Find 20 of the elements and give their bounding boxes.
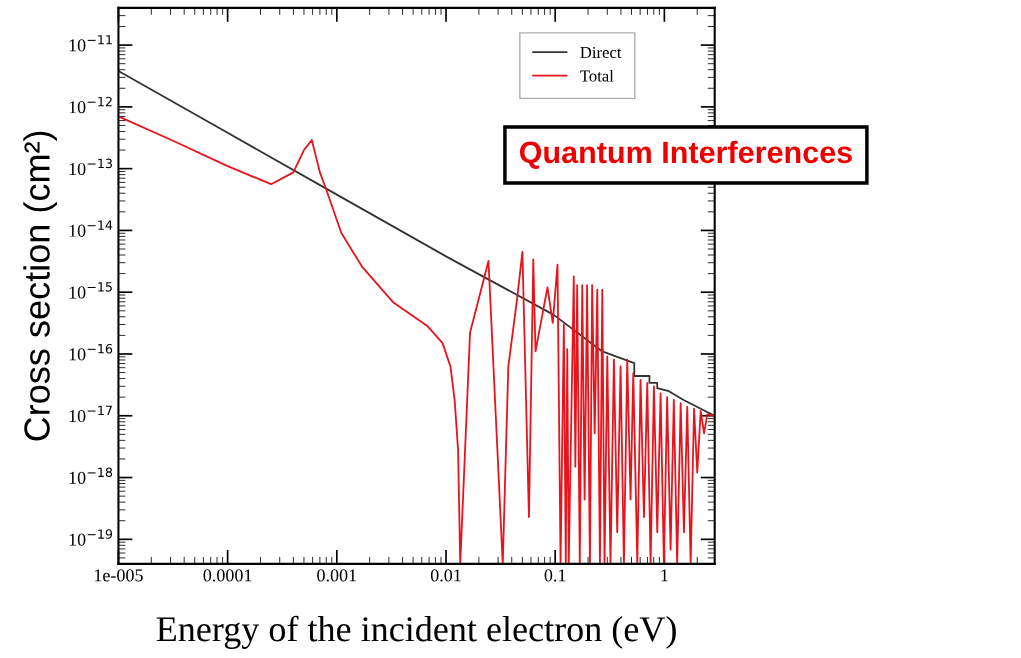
y-tick-label: 10$^{−16}$ (69, 343, 113, 361)
y-tick-label: 10$^{−13}$ (69, 158, 112, 176)
y-tick-label: 10$^{−17}$ (69, 405, 112, 423)
x-tick-label: 0.001 (317, 569, 357, 582)
x-tick-label: 1e-005 (94, 569, 143, 582)
y-tick-label: 10$^{−11}$ (69, 35, 112, 52)
x-tick-label: 0.1 (544, 569, 566, 582)
x-tick-label: 1 (661, 569, 668, 582)
x-tick-label: 0.0001 (203, 569, 252, 582)
y-tick-label: 10$^{−18}$ (69, 467, 113, 484)
legend-label: Direct (580, 46, 622, 59)
x-axis-title: Energy of the incident electron (eV) (156, 615, 676, 649)
y-tick-label: 10$^{−19}$ (69, 529, 113, 546)
y-tick-label: 10$^{−15}$ (69, 282, 112, 299)
y-tick-label: 10$^{−14}$ (69, 220, 113, 237)
y-tick-label: 10$^{−12}$ (69, 96, 112, 114)
y-axis-title: Cross section (cm²) (23, 131, 57, 441)
annotation: Quantum Interferences (519, 140, 852, 169)
legend-label: Total (580, 69, 614, 82)
x-tick-label: 0.01 (430, 569, 461, 582)
